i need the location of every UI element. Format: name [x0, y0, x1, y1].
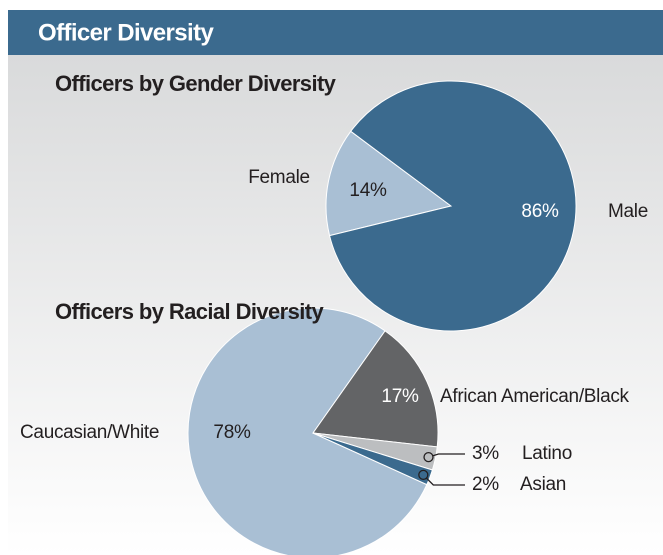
value-label: 2%: [472, 474, 499, 495]
leader-dot: [418, 469, 429, 481]
leader-dot: [423, 451, 434, 463]
pie-slice: [325, 130, 453, 237]
category-label: Latino: [522, 443, 572, 464]
category-label: Female: [248, 167, 310, 188]
header-band: [8, 10, 663, 55]
value-label: 17%: [381, 386, 419, 407]
value-label: 78%: [213, 422, 251, 443]
category-label: Caucasian/White: [20, 422, 159, 443]
pie-slice: [328, 80, 577, 332]
pie-slice: [187, 307, 428, 555]
category-label: African American/Black: [440, 386, 630, 407]
category-label: Male: [608, 201, 648, 222]
pie-slice: [312, 330, 439, 448]
value-label: 14%: [349, 180, 387, 201]
category-label: Asian: [520, 474, 566, 495]
chart-title: Officers by Racial Diversity: [55, 299, 324, 324]
value-label: 86%: [521, 201, 559, 222]
pie-slice: [312, 432, 434, 486]
chart-title: Officers by Gender Diversity: [55, 71, 337, 96]
value-label: 3%: [472, 443, 499, 464]
header-title: Officer Diversity: [38, 19, 214, 46]
